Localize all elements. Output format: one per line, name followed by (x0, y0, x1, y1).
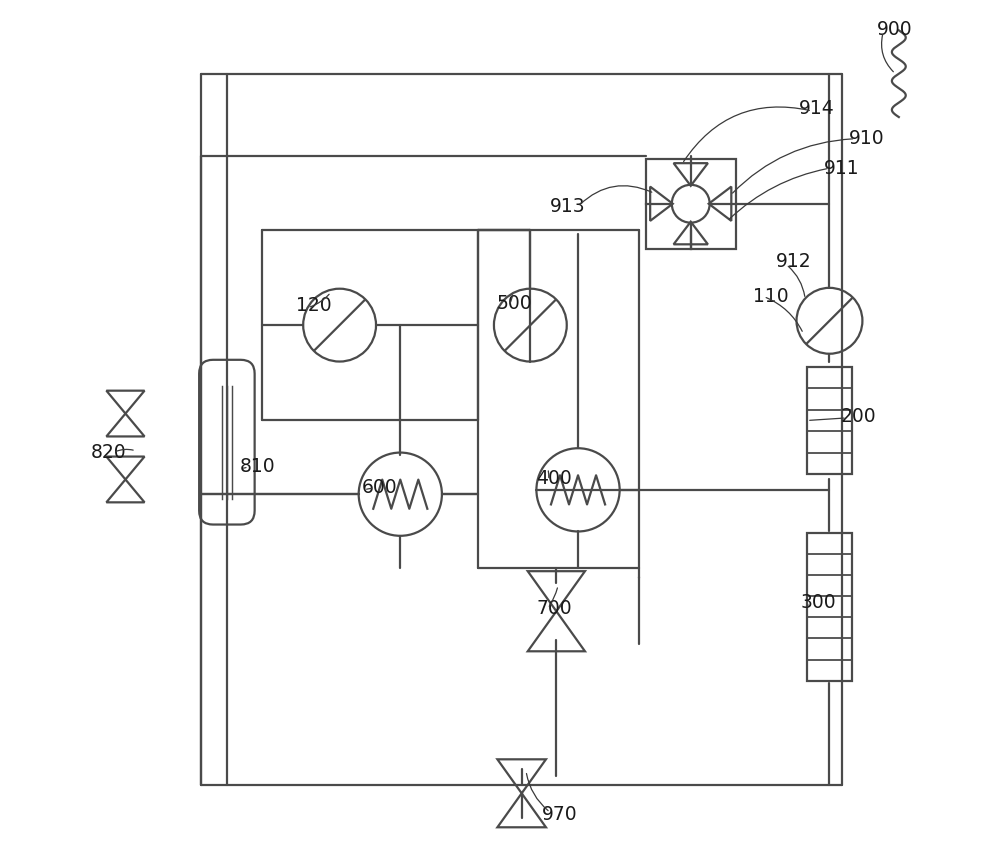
Text: 700: 700 (536, 599, 572, 618)
Text: 200: 200 (841, 407, 876, 426)
Text: 900: 900 (877, 20, 913, 39)
Text: 912: 912 (776, 252, 811, 271)
Text: 110: 110 (753, 287, 789, 306)
Text: 911: 911 (824, 159, 860, 178)
Text: 820: 820 (91, 443, 126, 462)
Text: 914: 914 (799, 99, 835, 118)
Text: 120: 120 (296, 296, 332, 315)
Text: 810: 810 (240, 457, 276, 476)
Text: 300: 300 (801, 593, 836, 612)
Text: 400: 400 (536, 469, 572, 488)
Text: 910: 910 (849, 129, 884, 148)
Text: 600: 600 (362, 478, 398, 497)
Text: 913: 913 (550, 197, 586, 216)
Text: 500: 500 (497, 294, 532, 313)
Bar (807, 533, 852, 681)
Bar (807, 367, 852, 474)
Text: 970: 970 (542, 805, 577, 825)
Bar (646, 159, 736, 249)
